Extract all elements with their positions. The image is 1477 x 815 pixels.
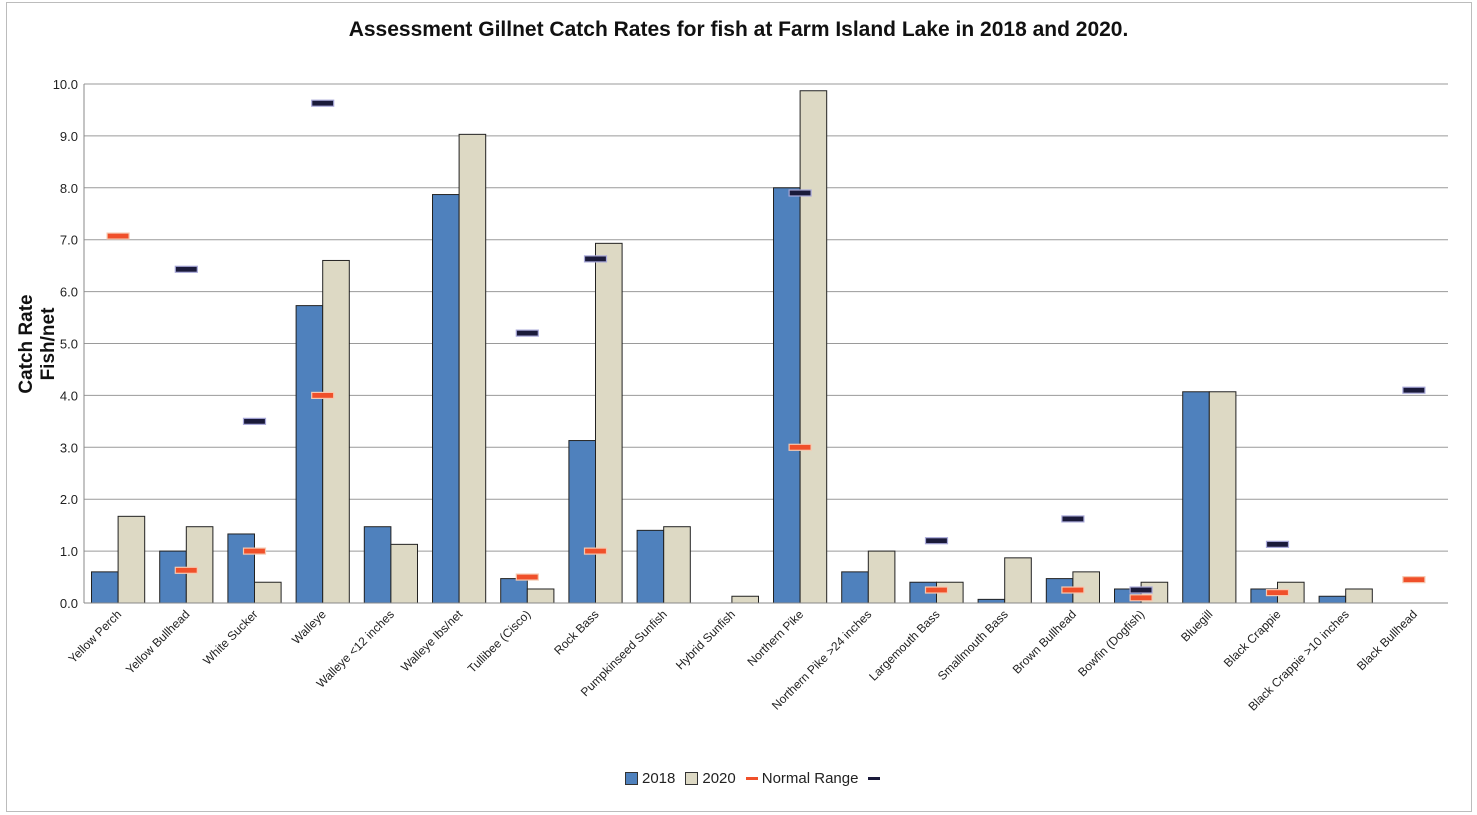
x-tick-label-largemouth-bass: Largemouth Bass xyxy=(866,607,942,683)
range-low-marker-yellow-bullhead xyxy=(174,566,198,574)
range-low-marker-black-bullhead xyxy=(1402,576,1426,584)
bar-2018-rock-bass xyxy=(568,440,596,604)
bar-2020-tullibee-cisco xyxy=(526,588,555,604)
legend: 2018 2020 Normal Range xyxy=(625,768,894,788)
y-tick-label: 3.0 xyxy=(60,440,78,455)
x-tick-label-rock-bass: Rock Bass xyxy=(551,607,601,657)
bar-2018-bluegill xyxy=(1182,391,1210,604)
y-tick-label: 8.0 xyxy=(60,181,78,196)
y-tick-label: 9.0 xyxy=(60,129,78,144)
chart-title: Assessment Gillnet Catch Rates for fish … xyxy=(348,18,1129,41)
x-tick-label-yellow-perch: Yellow Perch xyxy=(66,607,125,666)
range-high-marker-black-crappie xyxy=(1265,540,1290,548)
range-low-marker-walleye xyxy=(311,391,335,399)
bar-2020-northern-pike xyxy=(799,90,828,604)
y-tick-label: 7.0 xyxy=(60,233,78,248)
range-high-marker-northern-pike xyxy=(788,189,812,197)
range-low-marker-largemouth-bass xyxy=(924,586,949,594)
bar-2018-pumpkinseed-sunfish xyxy=(636,529,665,604)
bar-2018-smallmouth-bass xyxy=(977,598,1006,604)
range-markers xyxy=(106,99,1426,602)
bars xyxy=(91,90,1373,604)
x-tick-label-bluegill: Bluegill xyxy=(1178,607,1215,644)
gridlines xyxy=(84,83,1448,552)
y-tick-label: 5.0 xyxy=(60,337,78,352)
legend-swatch-2020 xyxy=(685,771,699,785)
range-high-marker-rock-bass xyxy=(583,255,608,263)
range-high-marker-bowfin-dogfish xyxy=(1129,586,1153,594)
range-high-marker-white-sucker xyxy=(242,417,267,425)
range-low-marker-bowfin-dogfish xyxy=(1129,594,1153,602)
range-low-marker-white-sucker xyxy=(242,547,267,555)
range-high-marker-walleye xyxy=(311,99,335,107)
bar-2020-white-sucker xyxy=(254,581,282,604)
range-high-marker-yellow-bullhead xyxy=(174,265,198,273)
range-low-marker-tullibee-cisco xyxy=(515,573,539,581)
bar-2018-walleye xyxy=(295,305,324,604)
range-low-marker-black-crappie xyxy=(1265,589,1290,597)
x-tick-label-brown-bullhead: Brown Bullhead xyxy=(1010,607,1079,676)
bar-2018-northern-pike xyxy=(773,187,801,604)
bar-2018-tullibee-cisco xyxy=(500,578,528,604)
x-tick-label-white-sucker: White Sucker xyxy=(200,607,260,667)
legend-label-2018: 2018 xyxy=(642,769,676,787)
legend-swatch-2018 xyxy=(625,771,638,785)
legend-item-2018: 2018 xyxy=(625,770,675,787)
legend-label-normal-range: Normal Range xyxy=(761,769,859,787)
bar-2020-walleye-12-inches xyxy=(390,543,418,604)
y-tick-label: 10.0 xyxy=(53,77,78,92)
x-tick-label-northern-pike: Northern Pike xyxy=(744,607,806,669)
y-tick-label: 6.0 xyxy=(60,285,78,300)
bar-2020-bluegill xyxy=(1208,391,1237,604)
x-tick-label-black-bullhead: Black Bullhead xyxy=(1354,607,1420,673)
range-low-marker-rock-bass xyxy=(583,547,608,555)
y-tick-label: 4.0 xyxy=(60,388,78,403)
bar-2018-black-crappie-10-inches xyxy=(1318,595,1347,604)
y-tick-label: 2.0 xyxy=(60,492,78,507)
range-low-marker-northern-pike xyxy=(788,443,812,451)
bar-2018-walleye-lbs-net xyxy=(432,194,460,604)
bar-2018-white-sucker xyxy=(227,533,255,604)
x-tick-label-yellow-bullhead: Yellow Bullhead xyxy=(123,607,193,677)
bar-2020-walleye xyxy=(322,259,350,604)
bar-2020-black-crappie-10-inches xyxy=(1345,588,1373,604)
bar-2020-walleye-lbs-net xyxy=(458,133,487,604)
legend-label-2020: 2020 xyxy=(702,769,736,787)
range-high-marker-tullibee-cisco xyxy=(515,329,539,337)
range-high-marker-black-bullhead xyxy=(1402,386,1426,394)
legend-item-2020: 2020 xyxy=(685,769,736,787)
bar-2018-yellow-perch xyxy=(91,571,119,604)
bar-2018-yellow-bullhead xyxy=(159,550,187,604)
y-tick-label: 1.0 xyxy=(60,544,78,559)
bar-2020-hybrid-sunfish xyxy=(731,595,759,604)
x-tick-label-walleye: Walleye xyxy=(289,607,329,647)
x-tick-label-bowfin-dogfish: Bowfin (Dogfish) xyxy=(1075,607,1147,679)
legend-swatch-range-high xyxy=(868,776,881,780)
legend-item-range-high xyxy=(868,776,884,780)
y-tick-label: 0.0 xyxy=(60,596,78,611)
x-tick-label-hybrid-sunfish: Hybrid Sunfish xyxy=(673,607,738,672)
bar-2020-smallmouth-bass xyxy=(1004,557,1032,604)
x-tick-label-walleye-lbs-net: Walleye lbs/net xyxy=(398,607,466,675)
bar-2020-yellow-bullhead xyxy=(185,526,214,604)
bar-2020-yellow-perch xyxy=(117,515,146,604)
y-tick-labels: 0.0 1.0 2.0 3.0 4.0 5.0 6.0 7.0 8.0 9.0 10.0 xyxy=(53,77,78,611)
x-tick-label-tullibee-cisco: Tullibee (Cisco) xyxy=(465,607,534,676)
bar-2018-walleye-12-inches xyxy=(363,526,392,604)
range-high-marker-brown-bullhead xyxy=(1061,515,1085,523)
range-high-marker-largemouth-bass xyxy=(924,537,949,545)
range-low-marker-yellow-perch xyxy=(106,232,130,240)
bar-2020-northern-pike-24-inches xyxy=(867,550,896,604)
x-tick-label-smallmouth-bass: Smallmouth Bass xyxy=(935,607,1011,683)
range-low-marker-brown-bullhead xyxy=(1061,586,1085,594)
bar-2018-northern-pike-24-inches xyxy=(841,571,869,604)
legend-item-normal-range: Normal Range xyxy=(745,769,859,787)
x-tick-label-black-crappie: Black Crappie xyxy=(1221,607,1284,670)
bar-2020-pumpkinseed-sunfish xyxy=(663,526,691,604)
legend-swatch-normal-range xyxy=(745,776,758,780)
